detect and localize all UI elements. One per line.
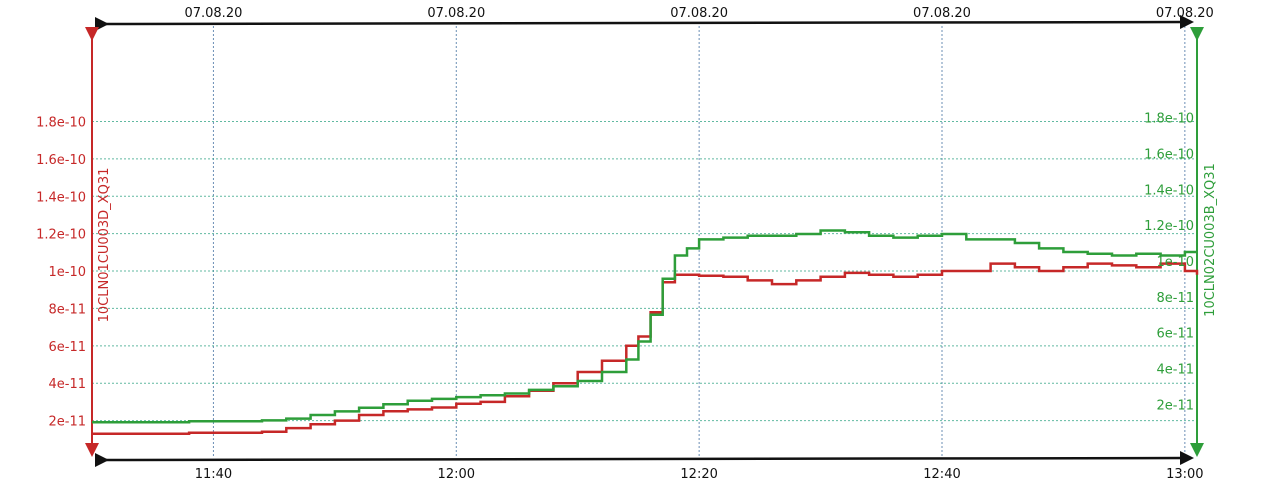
tick-labels: 07.08.20 07.08.20 07.08.20 07.08.20 07.08.20… xyxy=(36,6,1218,482)
y-right-tick-label: 1.4e-10 xyxy=(1144,183,1194,198)
series-lines xyxy=(92,229,1199,435)
y-right-tick-label: 1.2e-10 xyxy=(1144,219,1194,234)
x-tick-label: 12:20 xyxy=(680,467,717,482)
y-right-tick-label: 1e-10 xyxy=(1156,255,1194,270)
top-date-label: 07.08.20 xyxy=(1156,6,1214,21)
bottom-axis-line xyxy=(94,451,1194,468)
y-right-tick-label: 6e-11 xyxy=(1156,327,1194,342)
x-tick-label: 12:40 xyxy=(923,467,960,482)
top-date-label: 07.08.20 xyxy=(670,6,728,21)
y-left-axis-title: 10CLN01CU003D_XQ31 xyxy=(97,168,112,323)
y-left-tick-label: 8e-11 xyxy=(48,302,86,317)
y-right-tick-label: 4e-11 xyxy=(1156,362,1194,377)
y-left-tick-label: 4e-11 xyxy=(48,377,86,392)
top-date-label: 07.08.20 xyxy=(427,6,485,21)
series-line-red xyxy=(92,262,1199,435)
axes xyxy=(85,15,1204,468)
y-left-tick-label: 1.2e-10 xyxy=(36,228,86,243)
y-left-tick-label: 6e-11 xyxy=(48,340,86,355)
x-tick-label: 12:00 xyxy=(438,467,475,482)
y-right-tick-label: 1.6e-10 xyxy=(1144,147,1194,162)
top-date-label: 07.08.20 xyxy=(913,6,971,21)
y-left-tick-label: 1e-10 xyxy=(48,265,86,280)
y-left-tick-label: 1.6e-10 xyxy=(36,153,86,168)
x-tick-label: 11:40 xyxy=(195,467,232,482)
x-tick-label: 13:00 xyxy=(1166,467,1203,482)
series-line-green xyxy=(92,229,1197,424)
y-right-tick-label: 8e-11 xyxy=(1156,291,1194,306)
y-left-tick-label: 2e-11 xyxy=(48,415,86,430)
top-date-label: 07.08.20 xyxy=(184,6,242,21)
y-right-tick-label: 2e-11 xyxy=(1156,398,1194,413)
y-right-tick-label: 1.8e-10 xyxy=(1144,112,1194,127)
top-axis-line xyxy=(94,15,1194,32)
y-left-tick-label: 1.8e-10 xyxy=(36,115,86,130)
y-left-tick-label: 1.4e-10 xyxy=(36,190,86,205)
y-right-axis-title: 10CLN02CU003B_XQ31 xyxy=(1203,163,1218,317)
